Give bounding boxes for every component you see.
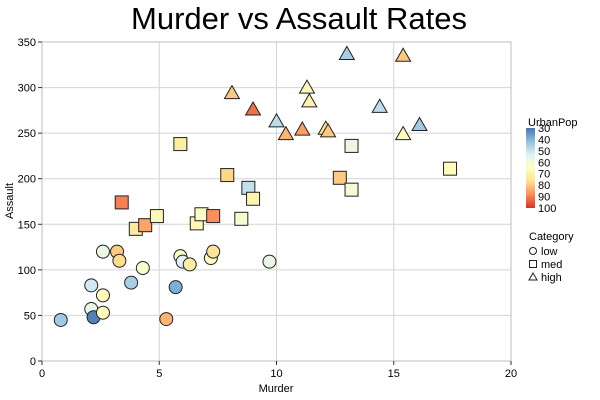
data-point-med [220, 168, 235, 183]
category-legend-title: Category [529, 231, 574, 243]
data-point-low [135, 261, 150, 276]
legend-label-high: high [541, 272, 562, 284]
data-point-high [394, 125, 412, 141]
urbanpop-tick-label: 50 [538, 146, 550, 158]
data-point-high [223, 84, 241, 100]
data-point-high [293, 121, 311, 136]
legend-square-icon [529, 260, 537, 268]
legend-triangle-icon [528, 271, 538, 281]
data-point-low [159, 312, 174, 327]
data-point-med [194, 207, 209, 222]
y-tick-label: 200 [18, 174, 36, 186]
data-point-high [411, 116, 428, 132]
urbanpop-colorbar [526, 128, 535, 208]
y-axis-label: Assault [4, 183, 16, 219]
y-tick-label: 50 [24, 310, 36, 322]
data-point-high [268, 112, 285, 128]
x-axis-label: Murder [259, 383, 294, 395]
data-point-med [443, 161, 458, 176]
urbanpop-tick-label: 70 [538, 169, 550, 181]
data-point-med [234, 211, 249, 226]
data-point-med [344, 138, 359, 153]
urbanpop-tick-label: 30 [538, 123, 550, 135]
data-point-med [332, 170, 347, 185]
chart-title: Murder vs Assault Rates [131, 1, 467, 36]
urbanpop-tick-label: 60 [538, 157, 550, 169]
data-point-low [182, 257, 197, 272]
data-point-med [149, 209, 164, 224]
data-point-low [262, 254, 277, 269]
data-point-low [168, 280, 183, 295]
data-point-high [244, 100, 262, 116]
data-point-med [206, 209, 221, 224]
data-point-med [173, 137, 188, 152]
urbanpop-tick-label: 80 [538, 180, 550, 192]
data-point-low [112, 253, 127, 268]
y-tick-label: 100 [18, 265, 36, 277]
legend-circle-icon [529, 247, 537, 255]
legend-label-low: low [541, 246, 558, 258]
y-tick-label: 350 [18, 37, 36, 49]
x-tick-label: 10 [270, 368, 282, 380]
urbanpop-tick-label: 40 [538, 134, 550, 146]
urbanpop-tick-label: 100 [538, 203, 556, 215]
grid-lines [41, 41, 512, 362]
data-point-high [298, 79, 316, 94]
data-point-low [53, 312, 68, 327]
data-point-med [246, 191, 261, 206]
data-point-low [95, 244, 110, 259]
y-tick-label: 250 [18, 128, 36, 140]
urbanpop-tick-label: 90 [538, 192, 550, 204]
y-tick-label: 0 [30, 356, 36, 368]
data-point-high [371, 98, 389, 113]
x-tick-label: 20 [505, 368, 517, 380]
x-tick-label: 0 [39, 368, 45, 380]
data-point-low [124, 275, 139, 290]
legend-label-med: med [541, 259, 562, 271]
urbanpop-legend-title: UrbanPop [528, 117, 578, 129]
data-point-med [138, 218, 153, 233]
data-point-high [319, 122, 337, 138]
data-point-low [84, 278, 99, 293]
data-points [53, 45, 458, 327]
y-tick-label: 300 [18, 83, 36, 95]
data-point-med [114, 195, 129, 210]
data-point-med [344, 182, 359, 197]
data-point-low [206, 244, 221, 259]
y-tick-label: 150 [18, 219, 36, 231]
data-point-high [394, 47, 412, 62]
data-point-high [300, 92, 318, 108]
data-point-low [95, 305, 110, 320]
x-tick-label: 5 [156, 368, 162, 380]
data-point-high [338, 45, 356, 60]
x-tick-label: 15 [388, 368, 400, 380]
data-point-low [95, 288, 110, 303]
data-point-high [277, 125, 295, 141]
